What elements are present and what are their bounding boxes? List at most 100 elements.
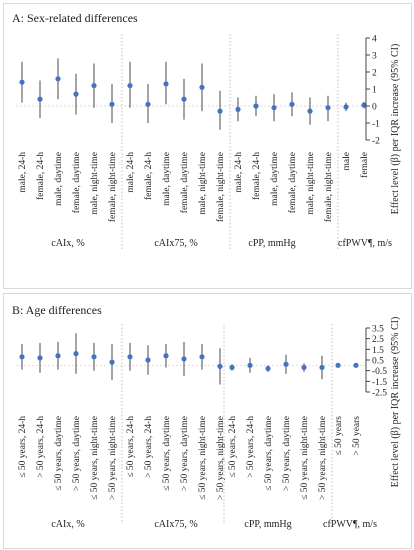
panel-a-category-label: male, daytime	[54, 152, 64, 206]
panel-b-y-tick-label: -1.5	[372, 378, 387, 388]
panel-b-category-label: > 50 years, 24-h	[36, 416, 46, 478]
panel-b-category-label: > 50 years, 24-h	[144, 416, 154, 478]
panel-a-category-label: female, night-time	[107, 152, 118, 222]
panel-b-category-label: ≤ 50 years	[334, 416, 344, 456]
panel-b-point	[283, 361, 289, 367]
panel-b-point	[145, 357, 151, 363]
panel-a-y-tick-label: 2	[372, 69, 377, 79]
panel-a-point	[361, 102, 367, 108]
panel-b-point	[127, 354, 133, 360]
panel-b-category-label: > 50 years, night-time	[318, 416, 328, 500]
panel-b-category-label: ≤ 50 years, night-time	[300, 416, 310, 500]
panel-a-group-label: cPP, mmHg	[248, 238, 295, 249]
panel-b-point	[19, 354, 25, 360]
panel-b-group-label: cfPWV¶, m/s	[323, 519, 377, 530]
panel-a-point	[199, 84, 205, 90]
panel-a-point	[217, 108, 223, 114]
panel-b-category-label: ≤ 50 years, daytime	[264, 416, 274, 491]
panel-b-point	[55, 353, 61, 359]
panel-a-point	[235, 106, 241, 112]
panel-a-y-axis-label: Effect level (β) per IQR increase (95% C…	[390, 44, 401, 215]
panel-b-y-axis-label: Effect level (β) per IQR increase (95% C…	[390, 317, 401, 488]
panel-b-point	[335, 362, 341, 368]
panel-a-point	[91, 83, 97, 89]
panel-a-point	[127, 83, 133, 89]
panel-a-point	[55, 76, 61, 82]
panel-b-group-label: cAIx, %	[51, 519, 84, 530]
panel-a-point	[181, 96, 187, 102]
panel-a-point	[307, 108, 313, 114]
panel-a-point	[343, 104, 349, 110]
panel-b-category-label: > 50 years, night-time	[108, 416, 118, 500]
panel-a-category-label: male, daytime	[270, 152, 280, 206]
panel-b-category-label: > 50 years, daytime	[180, 416, 190, 491]
panel-a-title: A: Sex-related differences	[12, 11, 138, 25]
panel-b-category-label: ≤ 50 years, night-time	[198, 416, 208, 500]
panel-b-group-label: cAIx75, %	[154, 519, 197, 530]
panel-a: A: Sex-related differences male, 24-h fema…	[3, 3, 412, 289]
panel-b-y-tick-label: 2.5	[372, 335, 384, 345]
panel-a-y-tick-label: 0	[372, 103, 377, 113]
panel-b-point	[91, 354, 97, 360]
panel-a-y-tick-label: 4	[372, 35, 377, 45]
panel-a-point	[73, 91, 79, 97]
panel-b-category-label: ≤ 50 years, 24-h	[126, 416, 136, 478]
panel-b-y-tick-label: -0.5	[372, 367, 387, 377]
panel-a-point	[19, 79, 25, 85]
panel-b-frame	[3, 293, 412, 549]
panel-a-category-label: female	[359, 152, 370, 178]
panel-a-point	[145, 101, 151, 107]
panel-a-y-tick-label: -1	[372, 120, 380, 130]
panel-a-category-label: male, daytime	[162, 152, 172, 206]
panel-b-group-label: cPP, mmHg	[244, 519, 291, 530]
panel-b-category-label: ≤ 50 years, 24-h	[18, 416, 28, 478]
panel-b-point	[319, 364, 325, 371]
panel-a-category-label: female, night-time	[323, 152, 334, 222]
panel-b-title: B: Age differences	[12, 303, 102, 317]
panel-a-point	[109, 101, 115, 107]
panel-a-point	[253, 103, 259, 109]
panel-a-point	[325, 105, 331, 111]
panel-a-y-tick-label: 1	[372, 86, 377, 96]
panel-b-point	[353, 362, 359, 368]
panel-b-category-label: > 50 years, 24-h	[246, 416, 256, 478]
panel-a-group-label: cAIx, %	[51, 238, 84, 249]
panel-b-category-label: ≤ 50 years, 24-h	[228, 416, 238, 478]
panel-b-point	[37, 355, 43, 361]
panel-a-point	[163, 81, 169, 87]
panel-b: B: Age differences ≤ 50 years, 24-h > 50 y…	[0, 290, 414, 550]
panel-a-point	[271, 105, 277, 111]
panel-b-y-tick-label: 0.5	[372, 357, 384, 367]
panel-a-category-label: female, 24-h	[35, 152, 46, 200]
panel-a-category-label: female, 24-h	[143, 152, 154, 200]
panel-a-category-label: male, night-time	[90, 152, 100, 215]
panel-a-category-label: male, night-time	[198, 152, 208, 215]
panel-b-point	[301, 364, 307, 371]
panel-b-category-label: ≤ 50 years, night-time	[90, 416, 100, 500]
panel-b-point	[217, 363, 223, 369]
panel-b-point	[229, 364, 235, 371]
panel-a-y-tick-label: -2	[372, 137, 380, 147]
panel-b-point	[73, 351, 79, 357]
panel-b-category-label: ≤ 50 years, daytime	[162, 416, 172, 491]
panel-a-group-label: cfPWV¶, m/s	[338, 238, 392, 249]
panel-b-point	[247, 362, 253, 368]
panel-a-group-label: cAIx75, %	[154, 238, 197, 249]
panel-b-y-tick-label: -2.5	[372, 389, 387, 399]
panel-a-category-label: female, night-time	[215, 152, 226, 222]
panel-a-category-label: female, daytime	[71, 152, 82, 213]
panel-b-y-tick-label: 1.5	[372, 346, 384, 356]
panel-a-category-label: male	[342, 152, 352, 170]
panel-b-y-tick-label: 3.5	[372, 325, 384, 335]
panel-b-category-label: > 50 years, night-time	[216, 416, 226, 500]
panel-a-frame	[3, 3, 412, 289]
panel-a-point	[37, 96, 43, 102]
panel-b-chart: B: Age differences≤ 50 years, 24-h > 50 y…	[12, 303, 401, 530]
panel-b-point	[181, 356, 187, 362]
panel-b-point	[163, 353, 169, 359]
panel-b-point	[109, 359, 115, 365]
panel-b-category-label: > 50 years, daytime	[282, 416, 292, 491]
panel-a-category-label: male, 24-h	[126, 152, 136, 193]
panel-b-point	[265, 365, 271, 372]
panel-b-point	[199, 354, 205, 360]
